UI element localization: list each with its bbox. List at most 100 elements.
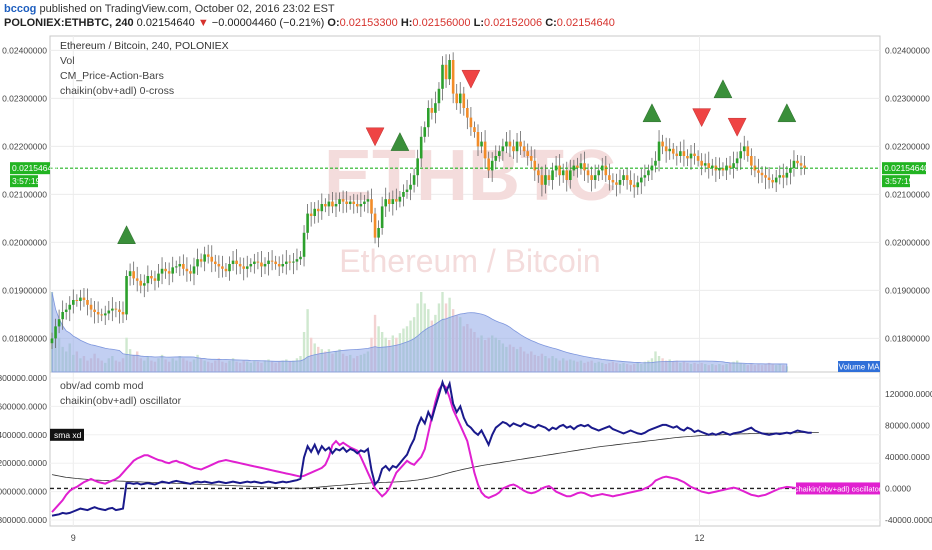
- candle-body: [789, 168, 792, 173]
- candle-body: [434, 103, 437, 113]
- candle-body: [309, 213, 313, 216]
- candle-body: [632, 184, 636, 188]
- candle-body: [647, 170, 650, 176]
- candle-body: [373, 213, 377, 238]
- time-tick-label: 9: [71, 533, 76, 543]
- candle-body: [565, 170, 569, 180]
- candle-body: [796, 160, 799, 164]
- candle-body: [437, 88, 441, 104]
- candle-body: [668, 148, 671, 152]
- candle-body: [782, 175, 785, 178]
- signal-up-triangle: [713, 79, 733, 99]
- candle-body: [338, 199, 341, 204]
- candle-body: [238, 264, 242, 267]
- candle-body: [494, 156, 498, 161]
- candle-body: [416, 158, 419, 176]
- candle-body: [121, 312, 125, 315]
- oscillator-tick-left: 9200000.0000: [0, 458, 47, 468]
- candle-body: [579, 163, 583, 168]
- candle-body: [483, 141, 487, 159]
- candlesticks: [50, 52, 806, 349]
- candle-body: [583, 163, 586, 171]
- legend-chaikin-cross[interactable]: chaikin(obv+adl) 0-cross: [60, 85, 175, 97]
- symbol-quote-bar: POLONIEX:ETHBTC, 240 0.02154640 ▼ −0.000…: [4, 17, 615, 29]
- low-value: 0.02152006: [484, 17, 543, 29]
- candle-body: [409, 184, 412, 190]
- candle-body: [380, 206, 384, 228]
- candle-body: [182, 264, 185, 269]
- oscillator-tag: chaikin(obv+adl) oscillator: [795, 482, 882, 495]
- oscillator-tick-left: 9400000.0000: [0, 430, 47, 440]
- candle-body: [490, 160, 494, 171]
- candle-body: [231, 260, 235, 264]
- candle-body: [125, 276, 128, 315]
- symbol-label: POLONIEX:ETHBTC, 240: [4, 17, 134, 29]
- price-axis-left: 0.02400000 0.02300000 0.02200000 0.02100000…: [2, 45, 47, 343]
- candle-body: [72, 300, 75, 305]
- candle-body: [89, 304, 93, 310]
- grid-lines: [50, 36, 880, 526]
- candle-body: [348, 201, 352, 204]
- oscillator-legend: obv/ad comb mod chaikin(obv+adl) oscilla…: [60, 380, 181, 407]
- legend-obv-ad[interactable]: obv/ad comb mod: [60, 380, 144, 392]
- candle-body: [427, 108, 430, 128]
- candle-body: [132, 271, 135, 279]
- candle-body: [217, 264, 221, 267]
- candle-body: [61, 312, 64, 320]
- candle-body: [505, 141, 508, 147]
- candle-body: [618, 180, 622, 185]
- candle-body: [64, 309, 68, 312]
- sma-tag-bg: [50, 428, 84, 441]
- price-change: −0.00004460 (−0.21%): [211, 17, 325, 29]
- price-tick-right: 0.02400000: [885, 45, 930, 55]
- candle-body: [160, 268, 164, 274]
- candle-body: [245, 266, 249, 269]
- candle-body: [753, 165, 757, 171]
- candle-body: [451, 60, 455, 94]
- price-badges: 0.02154640 3:57:19 0.02154640 3:57:19: [10, 162, 929, 188]
- obv-ad-line: [51, 379, 812, 517]
- time-tick-label: 12: [695, 533, 705, 543]
- candle-body: [82, 297, 86, 300]
- candle-body: [345, 201, 348, 204]
- candle-body: [682, 151, 686, 156]
- candle-body: [164, 268, 167, 272]
- oscillator-tick-right: 80000.0000: [885, 420, 930, 430]
- price-tick-left: 0.02300000: [2, 93, 47, 103]
- publisher-username[interactable]: bccog: [4, 3, 37, 15]
- candle-body: [522, 146, 526, 152]
- legend-price-action-bars[interactable]: CM_Price-Action-Bars: [60, 70, 164, 82]
- candle-body: [50, 338, 54, 344]
- candle-body: [799, 163, 803, 166]
- candle-body: [157, 273, 160, 281]
- oscillator-tag-text: chaikin(obv+adl) oscillator: [795, 484, 882, 493]
- countdown-badge-right: [882, 175, 910, 188]
- candle-body: [203, 254, 206, 262]
- oscillator-pane[interactable]: [49, 371, 881, 527]
- main-legend: Ethereum / Bitcoin, 240, POLONIEX Vol CM…: [60, 40, 229, 97]
- candle-body: [302, 232, 306, 257]
- candle-body: [760, 172, 764, 176]
- price-tick-left: 0.01800000: [2, 333, 47, 343]
- signal-down-triangle: [365, 127, 385, 147]
- candle-body: [700, 160, 703, 166]
- legend-volume[interactable]: Vol: [60, 55, 75, 67]
- candle-body: [178, 264, 182, 267]
- legend-chaikin-oscillator[interactable]: chaikin(obv+adl) oscillator: [60, 395, 182, 407]
- candle-body: [281, 264, 285, 267]
- candle-body: [356, 204, 359, 207]
- legend-series-title[interactable]: Ethereum / Bitcoin, 240, POLONIEX: [60, 40, 229, 52]
- candle-body: [57, 319, 61, 327]
- oscillator-tick-left: 8800000.0000: [0, 515, 47, 525]
- candle-body: [114, 308, 118, 310]
- candle-body: [206, 254, 210, 257]
- candle-body: [608, 175, 611, 180]
- time-axis[interactable]: 912161921232628Oct357: [71, 533, 932, 543]
- candle-body: [544, 175, 547, 185]
- volume-bar: [420, 292, 423, 372]
- candle-body: [249, 264, 253, 267]
- candle-body: [728, 165, 732, 168]
- candle-body: [316, 208, 320, 212]
- candle-body: [86, 300, 89, 305]
